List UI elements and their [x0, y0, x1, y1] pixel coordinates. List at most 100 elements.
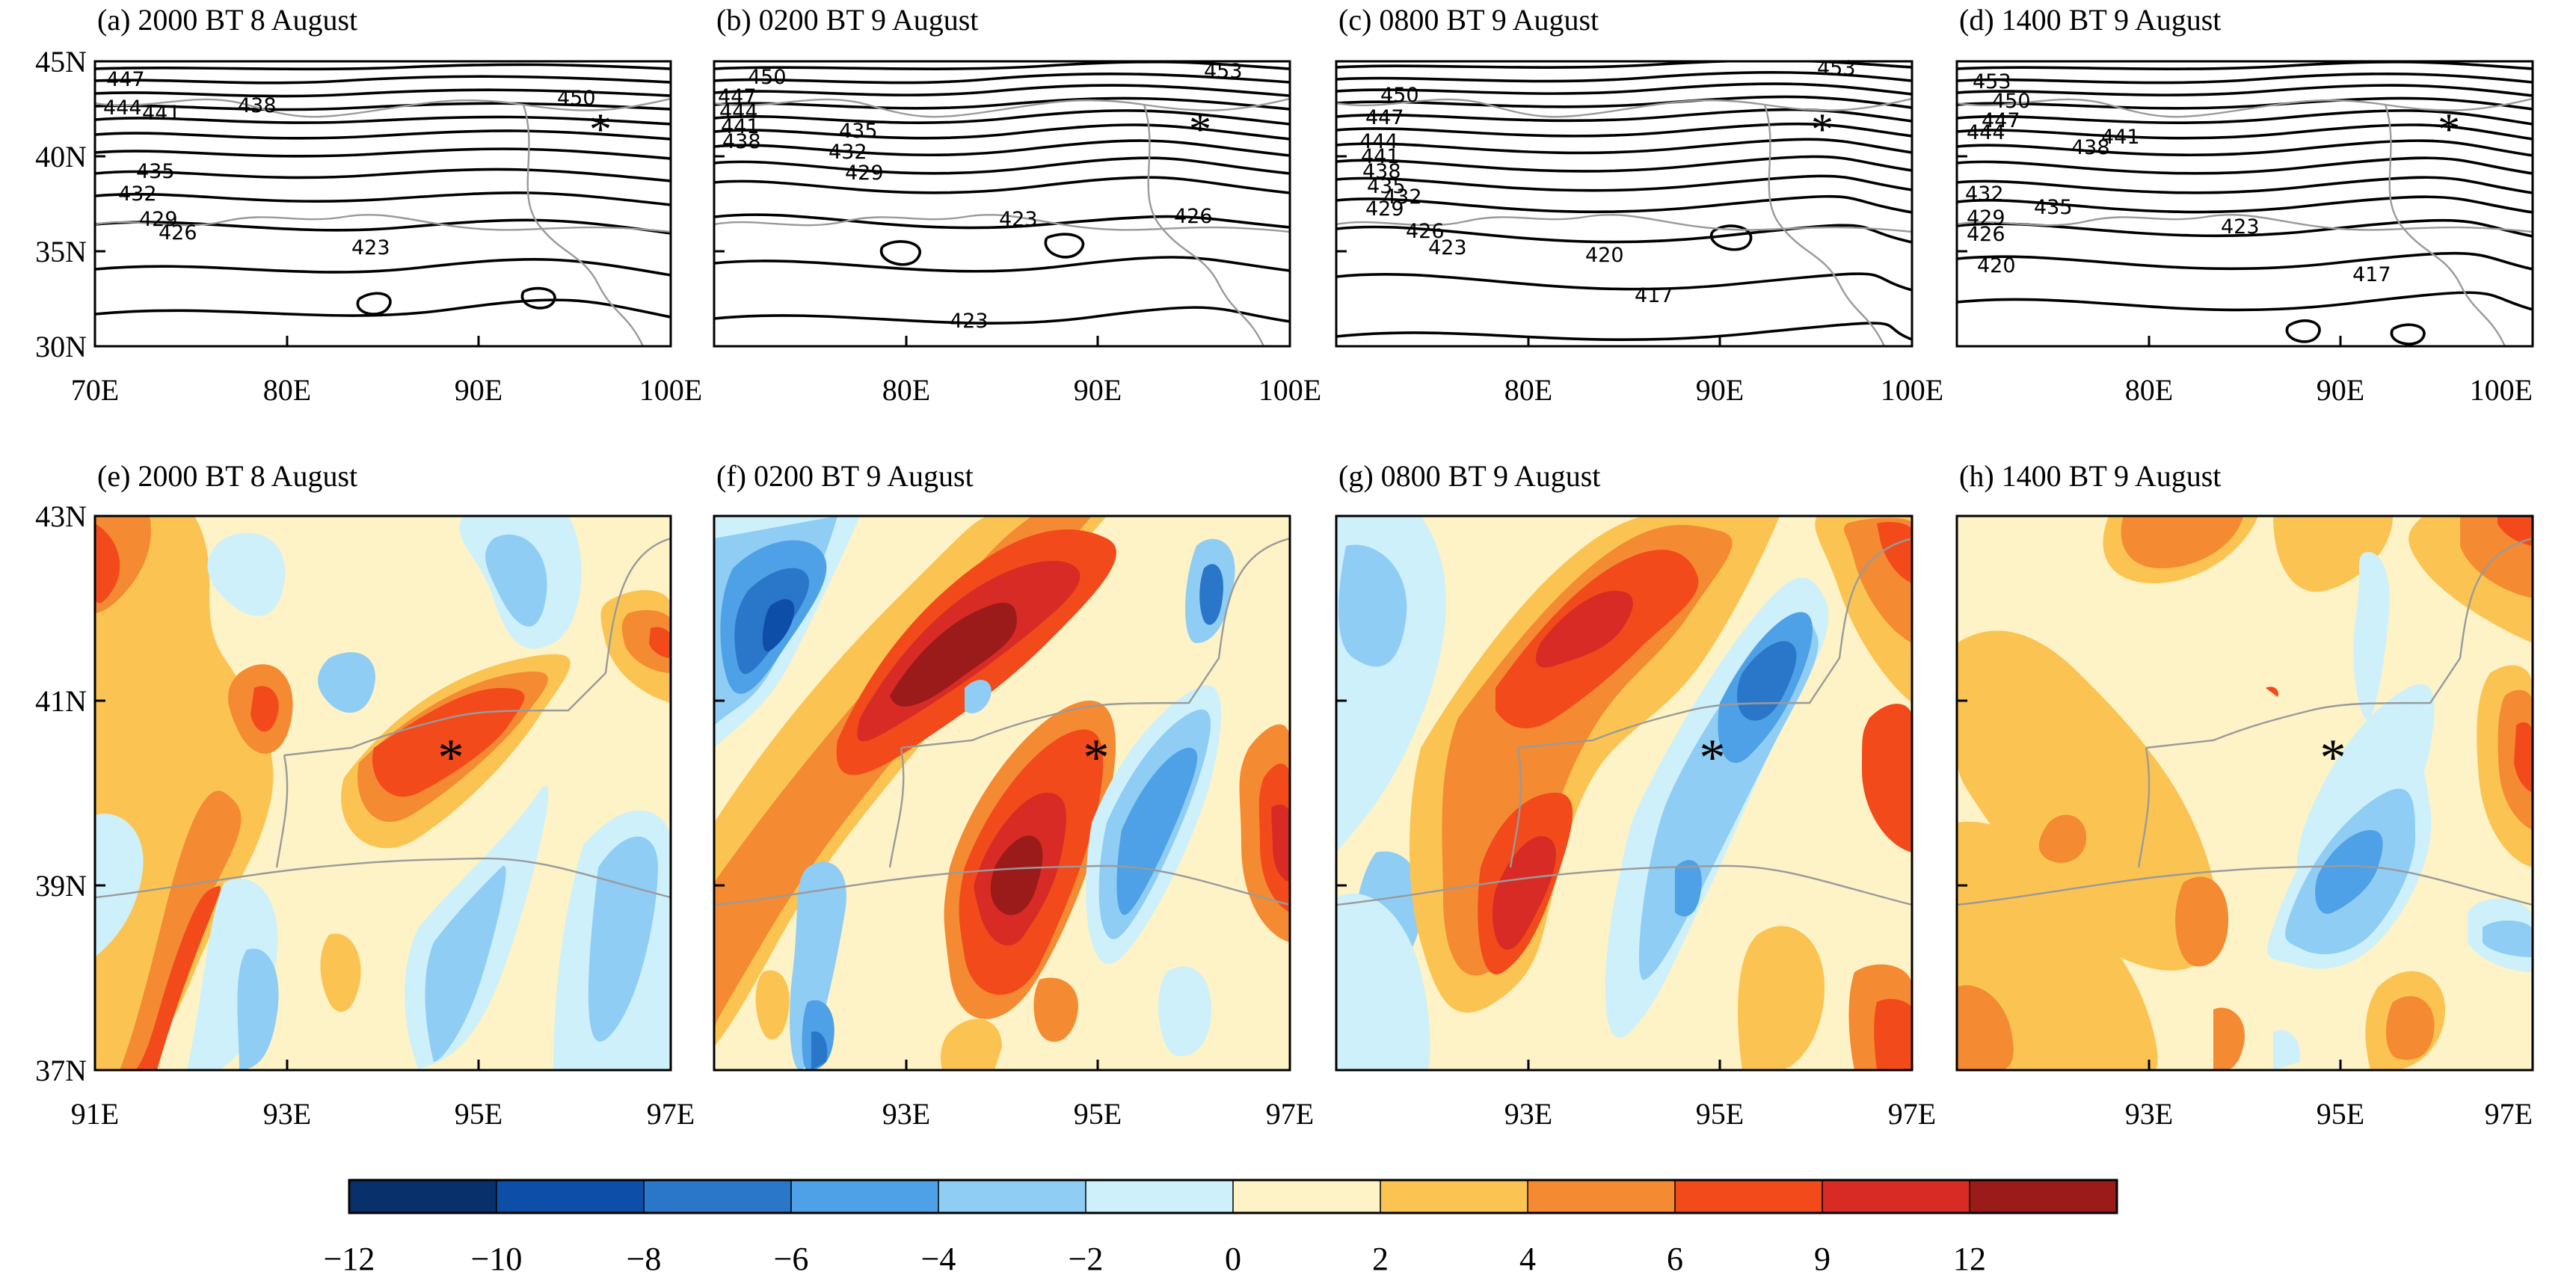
x-tick-93E: 93E: [882, 1097, 930, 1131]
y-tick-43N: 43N: [35, 500, 87, 533]
colorbar-tick-label: 6: [1667, 1241, 1683, 1277]
colorbar-box: [790, 1179, 940, 1214]
colorbar-tick-label: −10: [471, 1241, 523, 1277]
x-tick-80E: 80E: [1504, 373, 1552, 407]
station-marker-icon: *: [589, 105, 612, 154]
panel-c-contour-label: 444: [1359, 130, 1398, 153]
colorbar-tick-label: −2: [1069, 1241, 1104, 1277]
panel-d-contour-label: 420: [1977, 254, 2016, 277]
panel-g-shading: [1336, 516, 1912, 1070]
panel-b-borders: [714, 97, 1290, 346]
panel-b-contour-label: 432: [829, 141, 867, 164]
panel-a: (a) 2000 BT 8 August: [93, 3, 672, 348]
colorbar-frame: [348, 1179, 2118, 1214]
y-tick-41N: 41N: [35, 684, 87, 718]
panel-c: (c) 0800 BT 9 August: [1335, 3, 1913, 348]
station-marker-icon: *: [438, 729, 464, 787]
panel-b-contour-label: 444: [719, 100, 758, 123]
x-tick-95E: 95E: [1074, 1097, 1122, 1131]
panel-c-contour-label: 441: [1361, 145, 1400, 168]
panel-c-contour-label: 426: [1406, 220, 1445, 243]
colorbar-box: [643, 1179, 793, 1214]
panel-e-borders: [95, 537, 671, 899]
panel-g-label: (g) 0800 BT 9 August: [1338, 459, 1600, 493]
panel-c-contour-label: 429: [1365, 197, 1404, 221]
x-tick-80E: 80E: [2125, 373, 2173, 407]
panel-d-frame: [1955, 60, 2534, 348]
panel-g-borders: [1336, 537, 1912, 906]
colorbar-box: [348, 1179, 498, 1214]
panel-a-contour-label: 441: [142, 102, 181, 125]
colorbar-box: [938, 1179, 1087, 1214]
x-tick-80E: 80E: [263, 373, 311, 407]
panel-f-label: (f) 0200 BT 9 August: [716, 459, 974, 493]
panel-b: (b) 0200 BT 9 August: [713, 3, 1291, 348]
panel-d-borders: [1957, 97, 2533, 346]
y-tick-35N: 35N: [35, 235, 87, 268]
top-row-axes: 45N 40N 35N 30N 70E 80E 90E 100E 80E 90E…: [35, 45, 2533, 407]
panel-c-contour-label: 447: [1365, 106, 1404, 129]
panel-c-contour-label: 420: [1585, 244, 1624, 267]
x-tick-90E: 90E: [1074, 373, 1122, 407]
station-marker-icon: *: [1700, 729, 1726, 787]
panel-a-contour-label: 432: [118, 182, 157, 206]
panel-d: (d) 1400 BT 9 August: [1955, 3, 2534, 348]
station-marker-icon: *: [2320, 729, 2346, 787]
panel-d-contour-label: 417: [2352, 263, 2391, 286]
panel-f: (f) 0200 BT 9 August: [713, 459, 1291, 1072]
colorbar-tick-label: 4: [1519, 1241, 1536, 1277]
colorbar-tick-label: 12: [1953, 1241, 1986, 1277]
x-tick-90E: 90E: [2317, 373, 2364, 407]
x-tick-91E: 91E: [71, 1097, 119, 1131]
panel-f-borders: [714, 537, 1290, 906]
panel-b-contour-label: 429: [845, 162, 884, 185]
panel-d-contour-label: 435: [2034, 196, 2073, 219]
x-tick-95E: 95E: [1696, 1097, 1744, 1131]
x-tick-93E: 93E: [1504, 1097, 1552, 1131]
panel-d-contour-label: 447: [1982, 109, 2020, 132]
panel-a-contour-label: 447: [106, 68, 145, 91]
panel-a-frame: [93, 60, 672, 348]
bottom-row-axes: 43N 41N 39N 37N 91E 93E 95E 97E 93E 95E …: [35, 500, 2533, 1131]
panel-a-contour-label: 438: [238, 94, 277, 117]
station-marker-icon: *: [2438, 105, 2460, 154]
panel-b-contour-label: 453: [1204, 60, 1243, 83]
panel-d-contour-label: 444: [1967, 121, 2005, 144]
panel-b-contour-label: 447: [718, 85, 757, 108]
colorbar-box: [1674, 1179, 1824, 1214]
x-tick-97E: 97E: [2485, 1097, 2533, 1131]
colorbar-tick-label: 2: [1372, 1241, 1389, 1277]
panel-b-frame: [713, 60, 1291, 348]
colorbar-box: [1822, 1179, 1971, 1214]
colorbar-tick-label: 9: [1814, 1241, 1830, 1277]
station-marker-icon: *: [1083, 729, 1110, 787]
panel-f-frame: [713, 514, 1291, 1072]
panel-b-contour-label: 438: [722, 130, 761, 153]
x-tick-100E: 100E: [1258, 373, 1321, 407]
panel-c-contour-label: 417: [1635, 284, 1673, 307]
panel-d-contour-label: 450: [1992, 90, 2031, 113]
x-tick-100E: 100E: [2470, 373, 2533, 407]
panel-d-contour-label: 432: [1965, 182, 2004, 206]
panel-a-contour-label: 450: [557, 87, 596, 110]
panel-b-label: (b) 0200 BT 9 August: [716, 3, 978, 37]
colorbar-box: [496, 1179, 645, 1214]
panel-h-shading: [1957, 516, 2533, 1070]
colorbar-tick-label: −12: [324, 1241, 375, 1277]
y-tick-45N: 45N: [35, 45, 87, 79]
station-marker-icon: *: [1811, 105, 1833, 154]
colorbar-box: [1380, 1179, 1529, 1214]
colorbar-tick-label: 0: [1225, 1241, 1241, 1277]
y-tick-40N: 40N: [35, 140, 87, 173]
panel-b-contour-label: 435: [839, 120, 878, 143]
panel-a-contours: [95, 63, 671, 319]
x-tick-97E: 97E: [1266, 1097, 1314, 1131]
panel-h: (h) 1400 BT 9 August: [1955, 459, 2534, 1072]
colorbar-tick-label: −8: [627, 1241, 662, 1277]
colorbar-tick-label: −4: [921, 1241, 956, 1277]
panel-d-contour-label: 426: [1967, 223, 2005, 246]
panel-g: (g) 0800 BT 9 August: [1335, 459, 1913, 1072]
colorbar-box: [1085, 1179, 1235, 1214]
colorbar-box: [1232, 1179, 1382, 1214]
